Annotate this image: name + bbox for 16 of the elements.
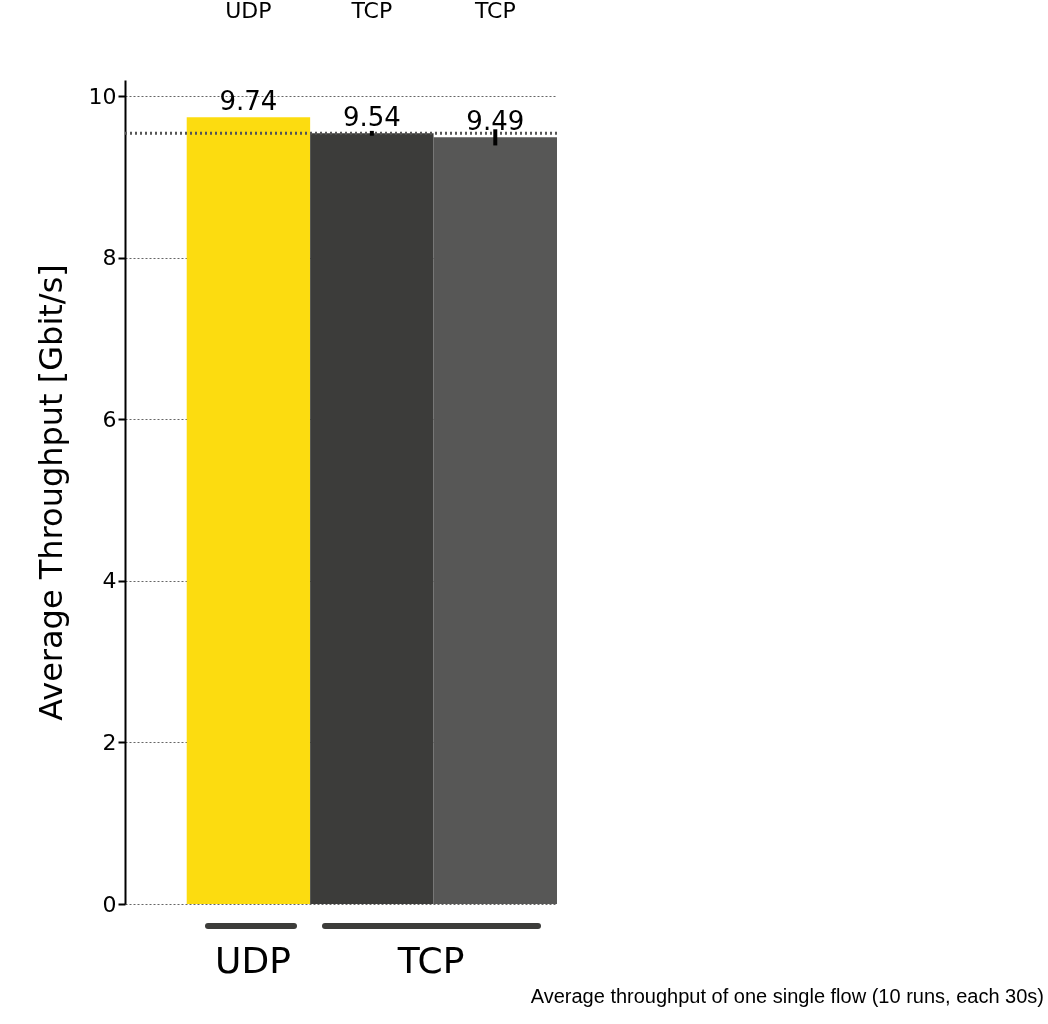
data-label: 9.49 (466, 106, 525, 137)
y-tick-label: 10 (88, 83, 117, 109)
y-tick-label: 8 (102, 245, 117, 271)
x-tick-label: UDP (225, 0, 272, 23)
text: UDP (215, 940, 291, 981)
y-tick-label: 4 (102, 568, 117, 594)
data-label: 9.54 (342, 102, 401, 133)
data-label: 9.74 (219, 86, 278, 117)
y-tick-label: 0 (102, 891, 117, 917)
y-axis-title: Average Throughput [Gbit/s] (31, 264, 70, 721)
y-tick-label: 6 (102, 406, 117, 432)
text: TCP (397, 940, 465, 981)
x-tick-label: TCP (350, 0, 393, 23)
text: Average throughput of one single flow (10 runs, each 30s) (530, 985, 1044, 1008)
x-tick-label: TCP (473, 0, 516, 23)
y-tick-label: 2 (102, 729, 117, 755)
